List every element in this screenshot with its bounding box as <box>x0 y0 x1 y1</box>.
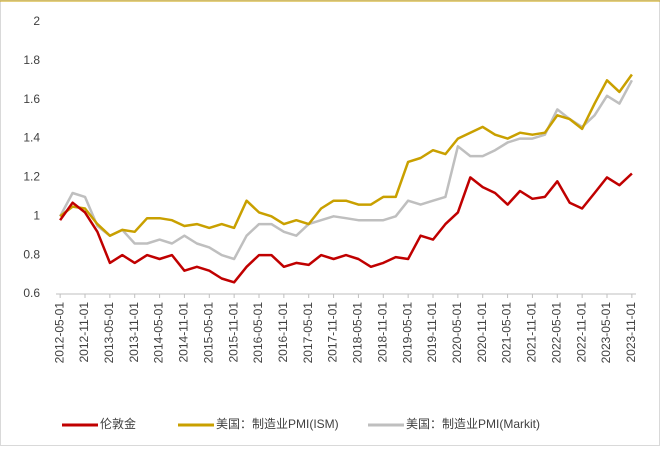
y-tick-label: 1 <box>33 208 40 222</box>
series-line <box>59 73 633 237</box>
x-tick-label: 2019-05-01 <box>400 302 414 364</box>
y-tick-label: 1.2 <box>23 170 40 184</box>
legend-label: 伦敦金 <box>100 416 136 431</box>
y-tick-label: 1.6 <box>23 92 40 106</box>
x-tick-label: 2023-11-01 <box>624 302 638 363</box>
x-tick-label: 2020-11-01 <box>475 302 489 363</box>
x-tick-label: 2021-11-01 <box>525 302 539 363</box>
x-tick-label: 2020-05-01 <box>450 302 464 364</box>
y-tick-label: 0.8 <box>23 247 40 261</box>
y-tick-label: 0.6 <box>23 286 40 300</box>
x-tick-label: 2023-05-01 <box>599 302 613 364</box>
x-tick-label: 2012-05-01 <box>52 302 66 364</box>
x-tick-label: 2015-11-01 <box>226 302 240 363</box>
y-tick-label: 1.4 <box>23 131 40 145</box>
legend-label: 美国：制造业PMI(ISM) <box>216 417 339 431</box>
x-tick-label: 2022-11-01 <box>574 302 588 363</box>
x-tick-label: 2017-05-01 <box>301 302 315 364</box>
x-tick-label: 2022-05-01 <box>549 302 563 364</box>
legend-label: 美国：制造业PMI(Markit) <box>406 417 540 431</box>
x-tick-label: 2021-05-01 <box>500 302 514 364</box>
x-tick-label: 2017-11-01 <box>326 302 340 363</box>
series-line <box>59 172 633 284</box>
x-tick-label: 2018-05-01 <box>351 302 365 364</box>
x-tick-label: 2018-11-01 <box>375 302 389 363</box>
y-tick-label: 1.8 <box>23 53 40 67</box>
x-tick-label: 2014-11-01 <box>177 302 191 363</box>
x-tick-label: 2019-11-01 <box>425 302 439 363</box>
x-tick-label: 2016-11-01 <box>276 302 290 363</box>
x-tick-label: 2013-05-01 <box>102 302 116 364</box>
series-line <box>58 79 634 261</box>
x-tick-label: 2016-05-01 <box>251 302 265 364</box>
x-tick-label: 2015-05-01 <box>201 302 215 364</box>
x-tick-label: 2013-11-01 <box>127 302 141 363</box>
x-tick-label: 2014-05-01 <box>152 302 166 364</box>
x-tick-label: 2012-11-01 <box>77 302 91 363</box>
y-tick-label: 2 <box>33 14 40 28</box>
